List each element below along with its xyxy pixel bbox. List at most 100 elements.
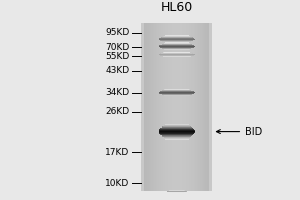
Bar: [206, 23, 207, 191]
Bar: [165, 124, 189, 125]
Bar: [162, 135, 191, 136]
Bar: [160, 53, 193, 54]
Bar: [161, 53, 193, 54]
Bar: [161, 134, 193, 135]
Bar: [164, 137, 190, 138]
Bar: [188, 23, 189, 191]
Bar: [159, 132, 194, 133]
Text: 95KD: 95KD: [105, 28, 129, 37]
Bar: [197, 23, 198, 191]
Bar: [181, 23, 182, 191]
Bar: [161, 40, 193, 41]
Bar: [151, 23, 152, 191]
Bar: [160, 55, 194, 56]
Bar: [164, 52, 190, 53]
Bar: [164, 125, 190, 126]
Bar: [163, 52, 190, 53]
Bar: [196, 23, 197, 191]
Bar: [163, 56, 190, 57]
Bar: [192, 23, 193, 191]
Bar: [163, 41, 190, 42]
Bar: [164, 43, 190, 44]
Bar: [162, 94, 192, 95]
Bar: [161, 53, 192, 54]
Bar: [198, 23, 199, 191]
Bar: [163, 126, 190, 127]
Bar: [200, 23, 201, 191]
Bar: [207, 23, 208, 191]
Bar: [160, 133, 194, 134]
Bar: [159, 92, 195, 93]
Bar: [162, 127, 192, 128]
Bar: [164, 56, 190, 57]
Bar: [164, 138, 189, 139]
Bar: [157, 23, 158, 191]
Bar: [193, 23, 194, 191]
Bar: [176, 23, 177, 191]
Text: 55KD: 55KD: [105, 52, 129, 61]
Bar: [164, 124, 189, 125]
Bar: [156, 23, 157, 191]
Bar: [161, 134, 192, 135]
Bar: [208, 23, 209, 191]
Bar: [154, 23, 155, 191]
Bar: [164, 23, 165, 191]
Bar: [159, 133, 194, 134]
Bar: [159, 92, 195, 93]
Bar: [147, 23, 148, 191]
Text: 10KD: 10KD: [105, 179, 129, 188]
Bar: [170, 23, 171, 191]
Bar: [201, 23, 202, 191]
Bar: [163, 23, 164, 191]
Bar: [179, 23, 180, 191]
Text: 26KD: 26KD: [105, 107, 129, 116]
Bar: [159, 39, 194, 40]
Bar: [163, 90, 191, 91]
Bar: [169, 23, 170, 191]
Bar: [160, 47, 194, 48]
Bar: [164, 125, 190, 126]
Bar: [161, 128, 193, 129]
Bar: [163, 41, 191, 42]
Bar: [164, 43, 190, 44]
Text: HL60: HL60: [160, 1, 193, 14]
Bar: [159, 131, 195, 132]
Bar: [155, 23, 156, 191]
Bar: [190, 23, 191, 191]
Bar: [160, 45, 194, 46]
Bar: [163, 126, 191, 127]
Bar: [164, 49, 189, 50]
Bar: [162, 94, 191, 95]
Bar: [191, 23, 192, 191]
Bar: [160, 40, 193, 41]
Bar: [203, 23, 204, 191]
Bar: [202, 23, 203, 191]
Bar: [159, 129, 194, 130]
Text: 17KD: 17KD: [105, 148, 129, 157]
Bar: [144, 23, 145, 191]
Bar: [165, 139, 188, 140]
Bar: [163, 56, 190, 57]
Bar: [159, 23, 160, 191]
Bar: [161, 23, 162, 191]
Bar: [165, 35, 189, 36]
Bar: [160, 55, 193, 56]
Bar: [164, 89, 189, 90]
Bar: [160, 129, 194, 130]
Bar: [162, 127, 191, 128]
Bar: [161, 128, 192, 129]
Bar: [161, 37, 192, 38]
Bar: [159, 38, 194, 39]
Bar: [186, 23, 187, 191]
Bar: [164, 49, 189, 50]
Bar: [183, 23, 184, 191]
Bar: [159, 54, 195, 55]
Bar: [159, 93, 194, 94]
Bar: [164, 95, 190, 96]
Bar: [163, 48, 191, 49]
Bar: [162, 90, 191, 91]
Bar: [159, 131, 195, 132]
Bar: [180, 23, 181, 191]
Bar: [153, 23, 154, 191]
Bar: [160, 23, 161, 191]
